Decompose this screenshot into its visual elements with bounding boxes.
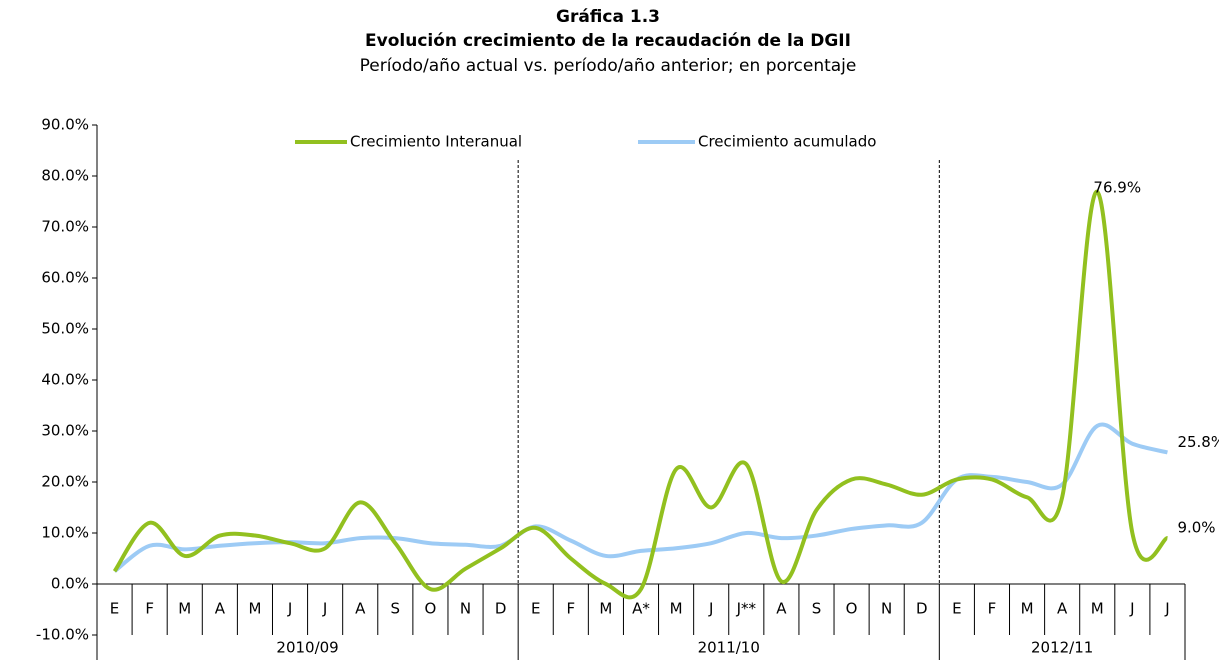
x-tick-label: A* [632, 600, 650, 618]
x-tick-label: D [916, 600, 928, 618]
x-tick-label: J** [736, 600, 757, 618]
x-tick-label: J [708, 600, 713, 618]
value-label: 76.9% [1093, 178, 1141, 196]
y-tick-label: 40.0% [41, 371, 89, 389]
group-label: 2012/11 [1031, 639, 1093, 657]
x-tick-label: F [988, 600, 997, 618]
x-tick-label: E [952, 600, 961, 618]
chart-title: Gráfica 1.3 [556, 7, 660, 27]
y-tick-label: 50.0% [41, 320, 89, 338]
y-tick-label: 60.0% [41, 269, 89, 287]
y-tick-label: 90.0% [41, 116, 89, 134]
x-tick-label: J [287, 600, 292, 618]
x-tick-label: J [1164, 600, 1169, 618]
y-tick-label: 10.0% [41, 524, 89, 542]
x-tick-label: J [322, 600, 327, 618]
x-tick-label: F [566, 600, 575, 618]
x-tick-label: M [670, 600, 683, 618]
x-tick-label: M [178, 600, 191, 618]
y-tick-label: 30.0% [41, 422, 89, 440]
x-tick-label: O [846, 600, 858, 618]
group-label: 2011/10 [698, 639, 760, 657]
x-tick-label: N [881, 600, 892, 618]
x-tick-label: A [776, 600, 787, 618]
legend-label: Crecimiento Interanual [350, 133, 522, 151]
chart-subtitle: Evolución crecimiento de la recaudación … [365, 31, 851, 51]
x-tick-label: S [812, 600, 822, 618]
x-tick-label: A [1057, 600, 1068, 618]
y-tick-label: -10.0% [36, 626, 89, 644]
series-line [113, 422, 1168, 573]
x-tick-label: F [145, 600, 154, 618]
x-tick-label: J [1129, 600, 1134, 618]
x-tick-label: M [248, 600, 261, 618]
y-tick-label: 0.0% [51, 575, 89, 593]
x-tick-label: O [425, 600, 437, 618]
y-tick-label: 80.0% [41, 167, 89, 185]
x-tick-label: E [110, 600, 119, 618]
series-line [112, 189, 1169, 600]
x-tick-label: A [215, 600, 226, 618]
value-label: 9.0% [1177, 519, 1215, 537]
value-label: 25.8% [1177, 433, 1219, 451]
y-tick-label: 70.0% [41, 218, 89, 236]
chart-note: Período/año actual vs. período/año anter… [360, 56, 857, 76]
x-tick-label: M [1021, 600, 1034, 618]
x-tick-label: D [495, 600, 507, 618]
x-tick-label: S [391, 600, 401, 618]
x-tick-label: M [599, 600, 612, 618]
y-tick-label: 20.0% [41, 473, 89, 491]
x-tick-label: E [531, 600, 540, 618]
legend-label: Crecimiento acumulado [698, 133, 876, 151]
x-tick-label: A [355, 600, 366, 618]
x-tick-label: M [1091, 600, 1104, 618]
x-tick-label: N [460, 600, 471, 618]
group-label: 2010/09 [276, 639, 338, 657]
